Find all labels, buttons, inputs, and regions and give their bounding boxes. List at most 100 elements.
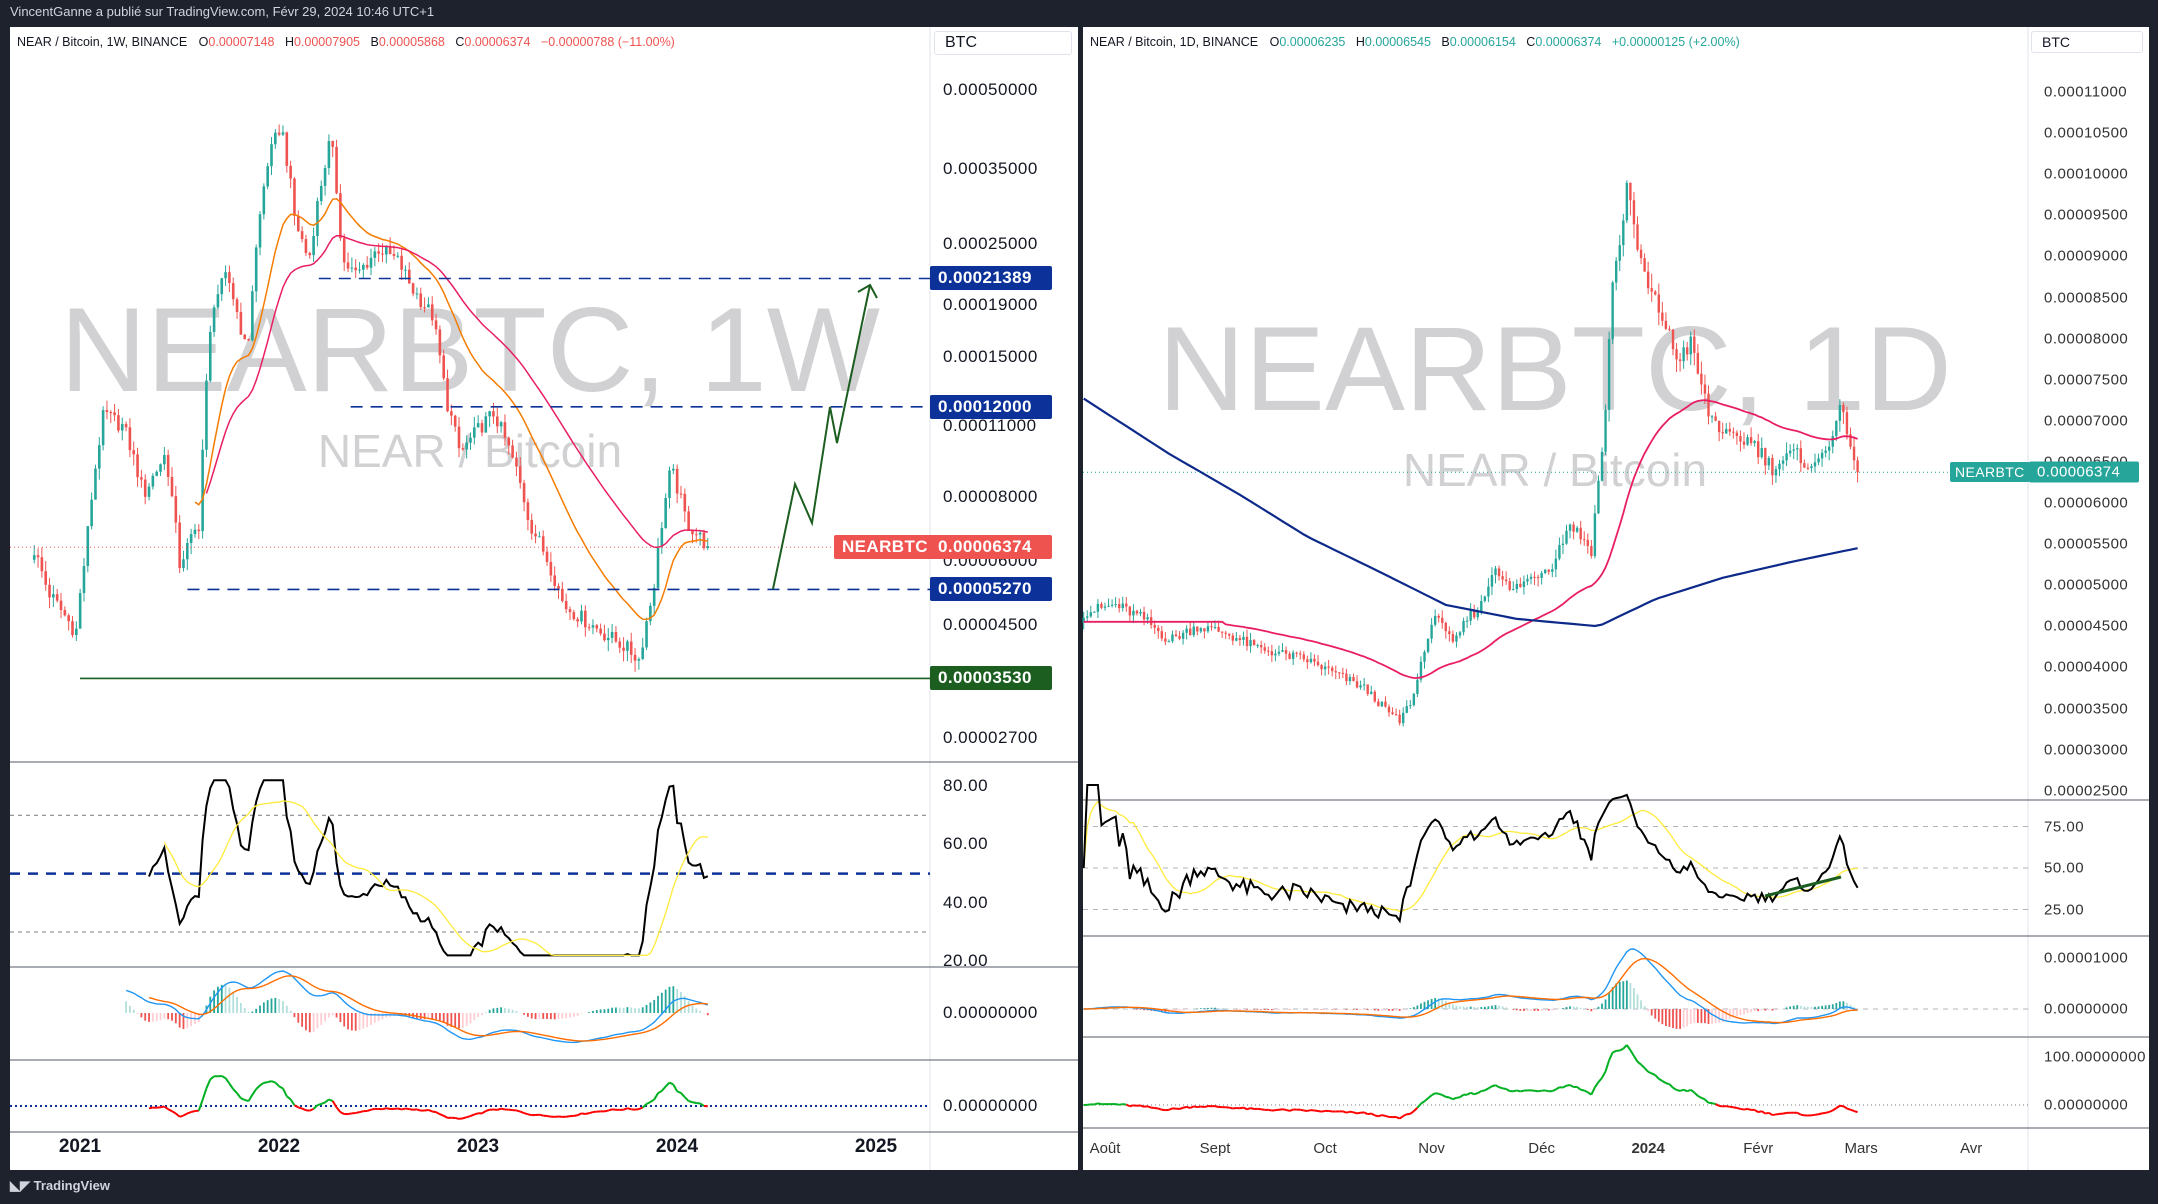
candle-body: [147, 486, 151, 497]
osc-line-segment: [508, 1108, 513, 1112]
candle-body: [476, 423, 480, 428]
osc-line-segment: [439, 1113, 445, 1117]
candle-body: [1306, 659, 1309, 663]
candle-body: [668, 470, 671, 499]
osc-line-segment: [1505, 1088, 1511, 1092]
osc-line-segment: [186, 1111, 192, 1115]
candle-body: [1362, 684, 1366, 686]
candle-body: [90, 499, 93, 527]
candle-body: [549, 561, 553, 576]
legend-o-label: O: [198, 35, 209, 49]
osc-line-segment: [324, 1098, 330, 1104]
osc-line-segment: [274, 1081, 280, 1088]
candle-body: [1515, 583, 1518, 590]
candle-body: [381, 253, 384, 255]
candle-body: [239, 312, 243, 335]
candle-body: [1487, 586, 1490, 597]
candle-body: [67, 615, 70, 622]
osc-line-segment: [500, 1107, 506, 1111]
candle-body: [1725, 428, 1728, 434]
price-tick: 0.00003500: [2044, 700, 2129, 717]
price-tick: 0.00002500: [2044, 782, 2129, 800]
osc-line-segment: [1513, 1089, 1518, 1093]
osc-line-segment: [523, 1112, 529, 1116]
legend-h-label: H: [284, 35, 294, 49]
osc-line-segment: [627, 1107, 632, 1111]
osc-line-segment: [298, 1106, 303, 1110]
candle-body: [1458, 632, 1462, 636]
time-tick: Août: [1089, 1140, 1121, 1157]
osc-line-segment: [1239, 1106, 1244, 1110]
osc-line-segment: [163, 1105, 169, 1111]
candle-body: [633, 654, 637, 661]
candle-body: [228, 272, 231, 284]
right-legend: NEAR / Bitcoin, 1D, BINANCE O0.00006235 …: [1090, 35, 1740, 49]
osc-line-segment: [201, 1087, 208, 1101]
candle-body: [1579, 527, 1582, 540]
time-tick: Déc: [1528, 1140, 1555, 1157]
candle-body: [492, 411, 495, 417]
osc-line-segment: [1395, 1116, 1401, 1120]
candle-body: [1157, 627, 1160, 632]
rsi-line: [148, 779, 709, 957]
legend-l-label: B: [370, 35, 379, 49]
candle-body: [698, 532, 702, 535]
candle-body: [78, 593, 82, 629]
ema-50-line: [1083, 399, 1858, 679]
candle-body: [155, 471, 158, 476]
candle-body: [182, 559, 185, 568]
macd-line: [125, 970, 709, 1044]
osc-line-segment: [1580, 1088, 1585, 1092]
candle-body: [1082, 617, 1085, 623]
left-currency-button[interactable]: BTC: [934, 31, 1072, 55]
candle-body: [1810, 466, 1813, 469]
osc-line-segment: [386, 1107, 391, 1111]
candle-body: [1639, 249, 1643, 259]
candle-body: [48, 584, 51, 598]
candle-body: [1338, 672, 1341, 674]
candle-body: [1700, 373, 1703, 385]
candle-body: [1320, 665, 1323, 670]
candle-body: [1497, 568, 1501, 577]
tradingview-logo[interactable]: ◣◤ TradingView: [10, 1178, 110, 1194]
candle-body: [1398, 714, 1401, 724]
candle-body: [660, 528, 664, 547]
osc-line-segment: [1484, 1087, 1489, 1092]
left-chart-panel[interactable]: [10, 27, 1078, 1170]
candle-body: [430, 304, 434, 321]
candle-body: [1856, 460, 1859, 473]
price-tick: 0.00010000: [2044, 165, 2129, 183]
right-chart-panel[interactable]: [1083, 27, 2149, 1170]
osc-line-segment: [646, 1101, 651, 1105]
candle-body: [473, 427, 476, 438]
right-currency-button[interactable]: BTC: [2031, 31, 2143, 53]
candle-body: [1788, 450, 1792, 454]
osc-line-segment: [1487, 1085, 1493, 1090]
candle-body: [1167, 641, 1171, 643]
candle-body: [1735, 432, 1739, 437]
time-tick: 2022: [257, 1136, 301, 1157]
osc-line-segment: [581, 1112, 586, 1115]
candle-body: [1121, 603, 1124, 609]
rsi-line: [1082, 784, 1859, 924]
candle-body: [251, 291, 254, 341]
candle-body: [415, 293, 419, 295]
osc-line-segment: [1711, 1102, 1716, 1106]
osc-line-segment: [1647, 1070, 1653, 1075]
candle-body: [1572, 524, 1575, 532]
price-tick: 0.00025000: [943, 233, 1038, 253]
time-tick: Févr: [1743, 1140, 1774, 1157]
candle-body: [1842, 404, 1845, 413]
candle-body: [243, 334, 247, 340]
candle-body: [281, 132, 285, 135]
candle-body: [1508, 581, 1511, 590]
osc-line-segment: [634, 1108, 640, 1111]
osc-line-segment: [1612, 1049, 1617, 1054]
osc-line-segment: [1619, 1047, 1624, 1052]
osc-line-segment: [1604, 1060, 1611, 1072]
candle-body: [442, 355, 446, 379]
candle-body: [457, 426, 461, 449]
osc-line-segment: [1353, 1111, 1358, 1115]
candle-body: [354, 267, 357, 271]
